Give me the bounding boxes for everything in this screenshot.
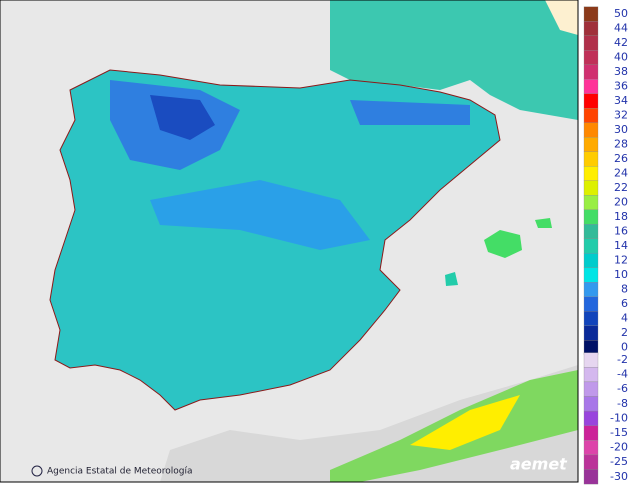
legend-label: 18 (614, 210, 628, 223)
legend-swatch (583, 469, 599, 485)
legend-label: -4 (617, 368, 628, 381)
ibiza (445, 272, 458, 286)
legend-swatch (583, 325, 599, 341)
legend-label: 4 (621, 312, 628, 325)
legend-swatch (583, 35, 599, 51)
legend-label: 8 (621, 283, 628, 296)
legend-label: 16 (614, 225, 628, 238)
legend-label: 42 (614, 36, 628, 49)
legend-swatch (583, 122, 599, 138)
legend-label: 40 (614, 51, 628, 64)
legend-label: -30 (610, 470, 628, 483)
legend-swatch (583, 311, 599, 326)
legend-swatch (583, 253, 599, 268)
map-frame (0, 0, 579, 483)
legend-swatch (583, 180, 599, 196)
legend-label: -10 (610, 411, 628, 424)
legend-swatch (583, 108, 599, 123)
legend-swatch (583, 440, 599, 456)
legend-label: 14 (614, 239, 628, 252)
legend-label: 34 (614, 94, 628, 107)
legend-swatch (583, 93, 599, 109)
legend-label: 36 (614, 80, 628, 93)
legend-label: 20 (614, 196, 628, 209)
legend-label: 22 (614, 181, 628, 194)
legend-label: 30 (614, 123, 628, 136)
legend-swatch (583, 64, 599, 80)
credit: Agencia Estatal de Meteorología (47, 467, 193, 477)
cold-area (150, 95, 215, 140)
legend: 5044424038363432302826242220181614121086… (583, 6, 628, 485)
legend-swatch (583, 209, 599, 225)
legend-label: -6 (617, 382, 628, 395)
legend-swatch (583, 6, 599, 22)
credit-icon (31, 465, 43, 477)
legend-swatch (583, 396, 599, 412)
legend-swatch (583, 381, 599, 397)
legend-swatch (583, 267, 599, 283)
legend-swatch (583, 50, 599, 65)
legend-swatch (583, 352, 599, 368)
legend-swatch (583, 166, 599, 181)
menorca (535, 218, 552, 228)
legend-swatch (583, 454, 599, 470)
legend-label: 28 (614, 138, 628, 151)
legend-swatch (583, 296, 599, 312)
legend-label: 24 (614, 167, 628, 180)
map (0, 0, 579, 483)
france (330, 0, 578, 120)
legend-label: 26 (614, 152, 628, 165)
legend-swatch (583, 137, 599, 152)
legend-swatch (583, 282, 599, 297)
legend-swatch (583, 224, 599, 239)
legend-swatch (583, 367, 599, 383)
legend-swatch (583, 21, 599, 36)
legend-label: 12 (614, 254, 628, 267)
legend-label: -15 (610, 426, 628, 439)
mallorca (484, 230, 522, 258)
inland-area (545, 0, 578, 35)
legend-label: -25 (610, 455, 628, 468)
legend-swatch (583, 195, 599, 210)
legend-swatch (583, 238, 599, 254)
legend-label: -20 (610, 441, 628, 454)
legend-label: 44 (614, 22, 628, 35)
legend-label: 38 (614, 65, 628, 78)
legend-label: 10 (614, 268, 628, 281)
cold-area (350, 100, 470, 125)
logo: aemet (510, 455, 568, 474)
legend-label: 0 (621, 341, 628, 354)
legend-label: -8 (617, 397, 628, 410)
legend-swatch (583, 425, 599, 441)
legend-label: 50 (614, 7, 628, 20)
legend-swatch (583, 79, 599, 94)
legend-swatch (583, 151, 599, 167)
legend-label: -2 (617, 353, 628, 366)
legend-label: 6 (621, 297, 628, 310)
cool-area (150, 180, 370, 250)
legend-swatch (583, 410, 599, 426)
legend-label: 2 (621, 326, 628, 339)
legend-label: 32 (614, 109, 628, 122)
atlas-hot (410, 395, 520, 450)
